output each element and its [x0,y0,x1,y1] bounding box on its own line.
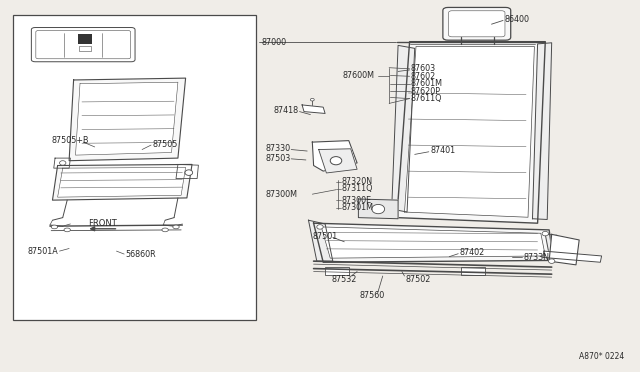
Polygon shape [397,42,545,223]
FancyBboxPatch shape [325,267,349,275]
FancyBboxPatch shape [449,11,505,37]
Text: 87300E: 87300E [341,196,371,205]
Ellipse shape [372,204,385,214]
Polygon shape [545,234,562,262]
Text: 87503: 87503 [266,154,291,163]
Polygon shape [308,220,333,261]
Ellipse shape [185,170,193,175]
Text: 87601M: 87601M [411,79,443,88]
Polygon shape [319,149,357,173]
Text: A870* 0224: A870* 0224 [579,352,624,361]
FancyBboxPatch shape [461,267,485,275]
Ellipse shape [64,228,70,232]
Bar [13,15,256,320]
Polygon shape [52,164,192,200]
Ellipse shape [162,228,168,232]
Text: 87620P: 87620P [411,87,441,96]
Text: 87000: 87000 [261,38,286,46]
Text: 87532: 87532 [332,275,357,283]
Ellipse shape [542,231,548,236]
Bar [79,34,93,44]
Polygon shape [321,227,545,258]
Text: 87501: 87501 [312,232,337,241]
Text: 87502: 87502 [406,275,431,283]
Polygon shape [58,167,186,197]
Text: 87603: 87603 [411,64,436,73]
Text: 87401: 87401 [430,146,455,155]
Text: 56860R: 56860R [125,250,156,259]
Text: 87330: 87330 [266,144,291,153]
Polygon shape [54,158,70,168]
Polygon shape [532,43,552,219]
Text: 87611Q: 87611Q [411,94,442,103]
Text: 87602: 87602 [411,72,436,81]
Text: 86400: 86400 [504,15,529,24]
Text: 87311Q: 87311Q [341,185,372,193]
Ellipse shape [51,225,58,229]
Ellipse shape [317,225,323,229]
Bar [79,45,91,51]
Ellipse shape [60,161,66,165]
Polygon shape [302,105,325,113]
Polygon shape [76,82,178,155]
Polygon shape [69,78,186,161]
Text: FRONT: FRONT [88,219,116,228]
Text: 87560: 87560 [360,291,385,300]
Text: 87505+B: 87505+B [51,136,89,145]
Text: 87501A: 87501A [28,247,58,256]
Polygon shape [358,199,398,219]
Polygon shape [392,45,415,212]
Polygon shape [176,164,198,179]
Ellipse shape [310,98,314,101]
Polygon shape [314,223,554,262]
FancyBboxPatch shape [443,7,511,40]
Polygon shape [404,46,534,217]
Text: 87300M: 87300M [266,190,298,199]
Text: 87600M: 87600M [342,71,374,80]
Text: 87301M: 87301M [341,203,373,212]
FancyBboxPatch shape [31,28,135,62]
Polygon shape [312,141,357,171]
Polygon shape [543,251,602,262]
Text: 87402: 87402 [460,248,484,257]
Ellipse shape [330,157,342,165]
Ellipse shape [173,225,179,229]
Text: 87505: 87505 [152,140,178,149]
Polygon shape [549,234,579,265]
Ellipse shape [548,259,555,263]
Text: 8733N: 8733N [524,253,550,262]
Text: 87320N: 87320N [341,177,372,186]
Text: 87418: 87418 [274,106,299,115]
